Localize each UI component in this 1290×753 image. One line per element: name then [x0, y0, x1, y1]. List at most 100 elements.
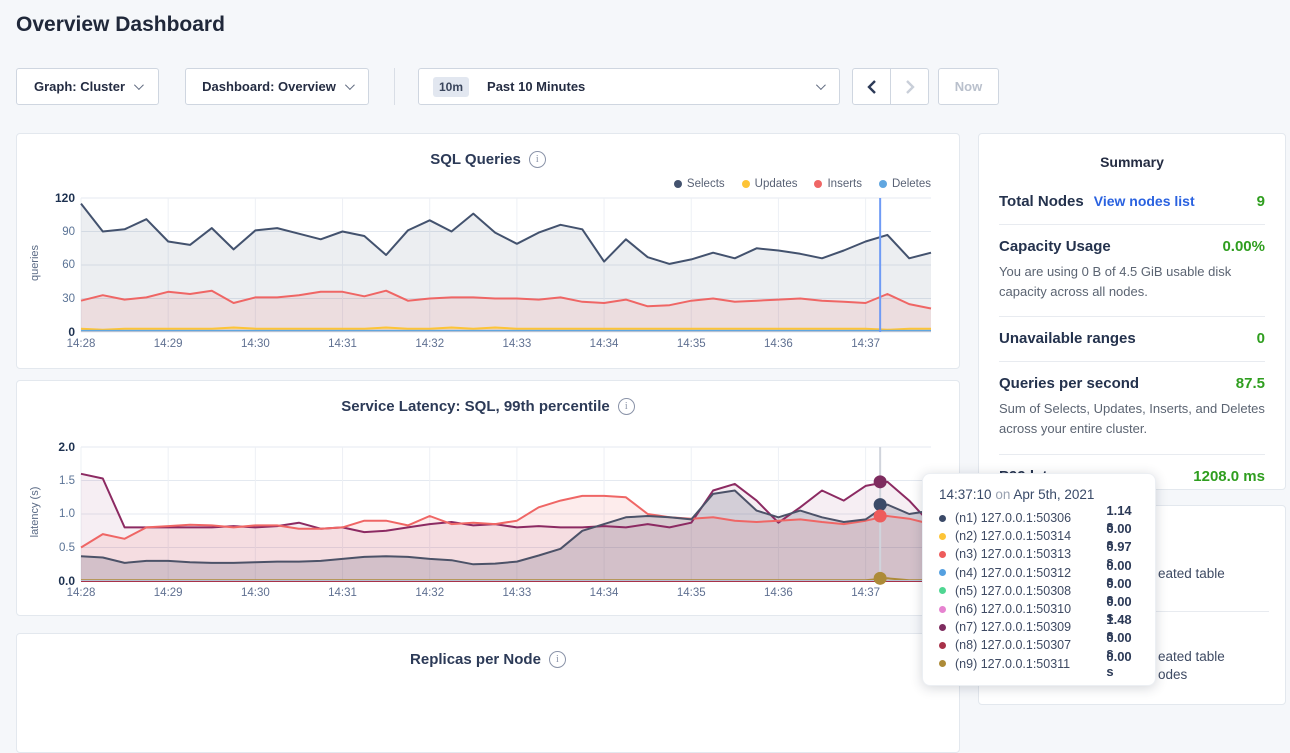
x-axis-tick-label: 14:33 — [503, 338, 532, 350]
summary-row-value: 87.5 — [1236, 375, 1265, 392]
service-latency-chart-card: Service Latency: SQL, 99th percentile i … — [16, 380, 960, 616]
series-dot-icon — [939, 587, 946, 594]
legend-label: Deletes — [892, 178, 931, 190]
chevron-down-icon — [816, 80, 826, 90]
x-axis-tick-label: 14:29 — [154, 587, 183, 599]
summary-row-label: Total Nodes — [999, 193, 1084, 210]
summary-row-description: You are using 0 B of 4.5 GiB usable disk… — [999, 262, 1265, 302]
y-axis-title: latency (s) — [29, 472, 41, 552]
tooltip-node-address: (n5) 127.0.0.1:50308 — [955, 584, 1106, 598]
x-axis-tick-label: 14:37 — [851, 338, 880, 350]
replicas-per-node-chart-card: Replicas per Node i — [16, 633, 960, 753]
legend-dot-icon — [674, 180, 682, 188]
view-nodes-list-link[interactable]: View nodes list — [1094, 193, 1195, 209]
dashboard-selector-dropdown[interactable]: Dashboard: Overview — [185, 68, 369, 105]
legend-dot-icon — [879, 180, 887, 188]
summary-row-label: Queries per second — [999, 375, 1139, 392]
summary-row-description: Sum of Selects, Updates, Inserts, and De… — [999, 399, 1265, 439]
chart-title: SQL Queries — [430, 151, 521, 168]
summary-row-value: 9 — [1257, 193, 1265, 210]
dashboard-selector-label: Dashboard: Overview — [202, 79, 336, 94]
chevron-down-icon — [134, 80, 144, 90]
series-dot-icon — [939, 569, 946, 576]
series-dot-icon — [939, 606, 946, 613]
tooltip-node-address: (n2) 127.0.0.1:50314 — [955, 529, 1106, 543]
series-dot-icon — [939, 551, 946, 558]
chart-title: Service Latency: SQL, 99th percentile — [341, 398, 609, 415]
summary-row-label: Capacity Usage — [999, 238, 1111, 255]
summary-row: Queries per second 87.5 Sum of Selects, Up… — [999, 361, 1265, 453]
x-axis-tick-label: 14:31 — [328, 587, 357, 599]
graph-selector-label: Graph: Cluster — [34, 79, 125, 94]
y-axis-tick-label: 2.0 — [58, 440, 75, 454]
y-axis-tick-label: 1.5 — [59, 475, 75, 487]
y-axis-tick-label: 30 — [62, 293, 75, 305]
chart-title-row: Replicas per Node i — [17, 651, 959, 668]
info-icon[interactable]: i — [549, 651, 566, 668]
event-item-text[interactable]: eated table — [1158, 649, 1225, 664]
y-axis-title: queries — [29, 223, 41, 303]
page-title: Overview Dashboard — [16, 13, 225, 37]
info-icon[interactable]: i — [529, 151, 546, 168]
time-range-prev-button[interactable] — [852, 68, 891, 105]
summary-row-value: 0 — [1257, 330, 1265, 347]
summary-row: Unavailable ranges 0 — [999, 316, 1265, 361]
y-axis-tick-label: 0 — [68, 325, 75, 339]
tooltip-node-address: (n1) 127.0.0.1:50306 — [955, 511, 1106, 525]
tooltip-node-row: (n9) 127.0.0.1:503110.00 s — [939, 655, 1141, 673]
legend-item[interactable]: Inserts — [814, 178, 862, 190]
toolbar-divider — [394, 68, 395, 105]
time-range-dropdown[interactable]: 10m Past 10 Minutes — [418, 68, 840, 105]
series-dot-icon — [939, 660, 946, 667]
y-axis-tick-label: 0.0 — [58, 574, 75, 588]
time-range-now-button[interactable]: Now — [938, 68, 999, 105]
chart-title-row: SQL Queries i — [17, 151, 959, 168]
x-axis-tick-label: 14:34 — [590, 338, 619, 350]
x-axis-tick-label: 14:35 — [677, 587, 706, 599]
legend-dot-icon — [814, 180, 822, 188]
tooltip-node-address: (n4) 127.0.0.1:50312 — [955, 566, 1106, 580]
y-axis-tick-label: 90 — [62, 226, 75, 238]
event-item-text[interactable]: eated table — [1158, 566, 1225, 581]
legend-label: Inserts — [827, 178, 862, 190]
legend-item[interactable]: Updates — [742, 178, 798, 190]
x-axis-tick-label: 14:31 — [328, 338, 357, 350]
graph-selector-dropdown[interactable]: Graph: Cluster — [16, 68, 159, 105]
chart-hover-tooltip: 14:37:10 on Apr 5th, 2021 (n1) 127.0.0.1… — [922, 473, 1156, 686]
x-axis-tick-label: 14:32 — [415, 338, 444, 350]
chart-legend: Selects Updates Inserts Deletes — [674, 178, 931, 190]
chart-title-row: Service Latency: SQL, 99th percentile i — [17, 398, 959, 415]
y-axis-tick-label: 120 — [55, 191, 75, 205]
chart-title: Replicas per Node — [410, 651, 541, 668]
legend-item[interactable]: Selects — [674, 178, 725, 190]
tooltip-node-address: (n3) 127.0.0.1:50313 — [955, 547, 1106, 561]
x-axis-tick-label: 14:28 — [67, 587, 96, 599]
x-axis-tick-label: 14:33 — [503, 587, 532, 599]
x-axis-tick-label: 14:28 — [67, 338, 96, 350]
y-axis-tick-label: 60 — [62, 259, 75, 271]
summary-row: Total Nodes View nodes list 9 — [999, 180, 1265, 224]
x-axis-tick-label: 14:37 — [851, 587, 880, 599]
summary-row-label: Unavailable ranges — [999, 330, 1136, 347]
chevron-down-icon — [345, 80, 355, 90]
series-dot-icon — [939, 624, 946, 631]
legend-dot-icon — [742, 180, 750, 188]
legend-item[interactable]: Deletes — [879, 178, 931, 190]
summary-row: Capacity Usage 0.00% You are using 0 B of … — [999, 224, 1265, 316]
info-icon[interactable]: i — [618, 398, 635, 415]
time-range-label: Past 10 Minutes — [487, 79, 585, 94]
tooltip-node-value: 0.00 s — [1106, 649, 1141, 679]
summary-row-value: 0.00% — [1222, 238, 1265, 255]
x-axis-tick-label: 14:35 — [677, 338, 706, 350]
summary-row-value: 1208.0 ms — [1193, 468, 1265, 485]
now-button-label: Now — [955, 79, 982, 94]
series-dot-icon — [939, 533, 946, 540]
x-axis-tick-label: 14:36 — [764, 587, 793, 599]
x-axis-tick-label: 14:30 — [241, 338, 270, 350]
x-axis-tick-label: 14:29 — [154, 338, 183, 350]
time-range-next-button[interactable] — [890, 68, 929, 105]
y-axis-tick-label: 1.0 — [59, 508, 75, 520]
tooltip-node-address: (n7) 127.0.0.1:50309 — [955, 620, 1106, 634]
event-item-text[interactable]: odes — [1158, 667, 1187, 682]
summary-title: Summary — [979, 134, 1285, 180]
